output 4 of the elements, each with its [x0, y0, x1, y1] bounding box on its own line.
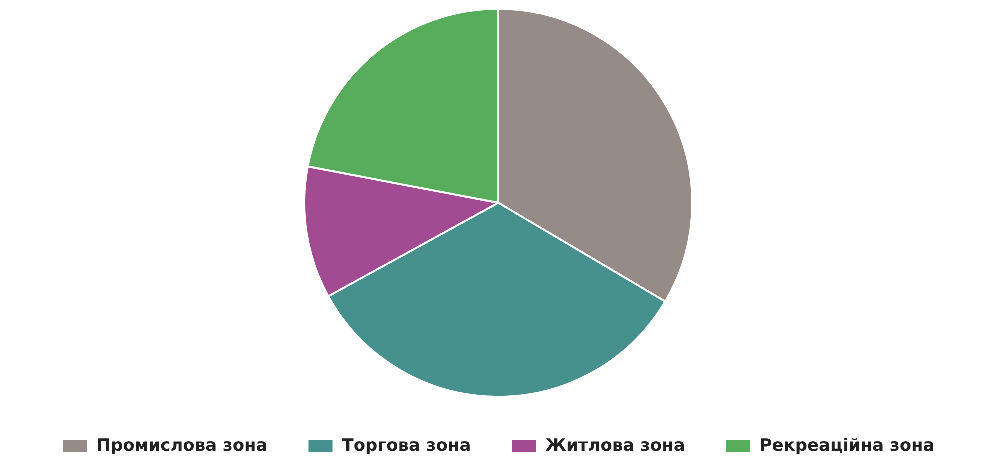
legend-label: Рекреаційна зона [760, 436, 935, 456]
legend-label: Житлова зона [546, 436, 686, 456]
legend-label: Промислова зона [96, 436, 268, 456]
legend-label: Торгова зона [342, 436, 472, 456]
